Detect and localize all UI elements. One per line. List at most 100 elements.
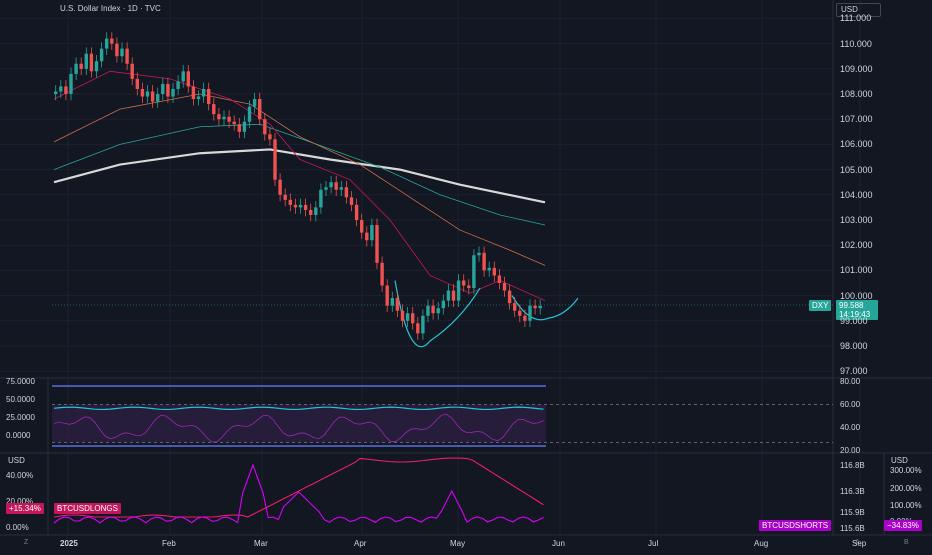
rsi-left-tick: 25.0000 [6,413,35,422]
candle [441,300,445,309]
bottom-right-currency[interactable]: USD [891,456,908,465]
candle [110,38,114,44]
rsi-left-tick: 0.0000 [6,431,31,440]
bottom-left-tick: 40.00% [6,471,34,480]
rsi-right-tick: 80.00 [840,377,861,386]
chart-title: U.S. Dollar Index · 1D · TVC [60,4,161,13]
bottom-left-currency[interactable]: USD [8,456,25,465]
candle [84,53,88,69]
candle [482,252,486,271]
candle [140,88,145,97]
candle [513,303,517,311]
candle [54,91,58,94]
candle [502,283,507,291]
log-scale-button[interactable]: B [904,539,909,546]
candle [507,290,512,304]
candle [191,86,196,100]
candle [467,285,471,289]
price-tick-label: 97.000 [840,366,868,377]
bottom-mid-tick: 115.9B [840,508,865,517]
auto-scale-button[interactable]: A [855,539,860,546]
time-axis-label: Feb [162,539,176,548]
candle [303,204,308,210]
candle [354,204,359,220]
candle [431,305,435,314]
candle [161,83,165,94]
candle [120,48,124,57]
btcusdshorts-line [53,463,544,524]
bottom-right-tick: 200.00% [890,484,922,493]
candle [278,179,282,195]
candle [365,232,369,241]
candle [288,199,292,205]
candle [390,298,394,306]
candle [411,313,415,324]
candle [334,182,338,190]
time-axis-label: Mar [254,539,268,548]
candle [462,280,466,286]
candle [196,96,201,100]
candle [105,38,109,49]
candle [247,106,252,122]
candle [426,305,430,316]
time-axis-label: Sep [852,539,867,548]
candle [232,121,236,125]
candle [487,267,491,271]
candle [314,207,318,215]
shorts-series-label: BTCUSDSHORTS [759,520,832,531]
candle [400,310,405,321]
rsi-right-tick: 40.00 [840,423,861,432]
candle [533,305,537,309]
candle [293,204,298,208]
price-tick-label: 104.000 [840,189,873,200]
candle [416,323,420,334]
price-tick-label: 107.000 [840,114,873,125]
price-tick-label: 98.000 [840,341,868,351]
rsi-left-tick: 75.0000 [6,377,35,386]
price-tick-label: 102.000 [840,240,873,251]
bottom-left-tick: 0.00% [6,523,29,532]
price-tick-label: 101.000 [840,265,873,276]
rsi-right-tick: 20.00 [840,446,861,455]
zoom-button[interactable]: Z [24,539,29,546]
bottom-mid-tick: 116.3B [840,487,865,496]
candle [94,61,99,72]
candle [130,63,134,79]
bottom-right-tick: 100.00% [890,501,922,510]
candle [370,225,374,241]
time-axis-label: Jul [648,539,659,548]
rsi-band-fill [52,404,546,443]
candle [201,88,206,97]
candle [456,280,461,301]
bottom-left-tick: 20.00% [6,497,34,506]
candle [252,99,257,107]
shorts-value-tag: −34.83% [884,520,922,531]
price-tick-label: 106.000 [840,139,873,150]
rsi-right-tick: 60.00 [840,400,861,409]
candle [181,71,185,82]
time-axis-label: Apr [354,539,367,548]
candle [156,94,160,102]
candle [79,63,83,69]
candle [436,308,440,314]
price-currency-button[interactable]: USD [836,3,881,17]
price-tick-label: 111.000 [840,13,872,24]
last-price-tag: 99.588 [836,300,878,311]
candle [344,187,349,198]
candle [59,86,63,92]
candle [538,305,542,309]
bottom-right-tick: 300.00% [890,466,922,475]
candle [145,91,150,97]
candle [135,78,139,89]
time-axis-label: 2025 [60,539,78,548]
candle [451,290,456,301]
candle [298,204,303,208]
longs-value-tag: +15.34% [6,503,44,514]
candlestick-series [54,32,542,340]
symbol-tag: DXY [809,300,832,311]
candle [150,91,155,102]
candle [360,220,364,233]
candle [385,285,389,306]
